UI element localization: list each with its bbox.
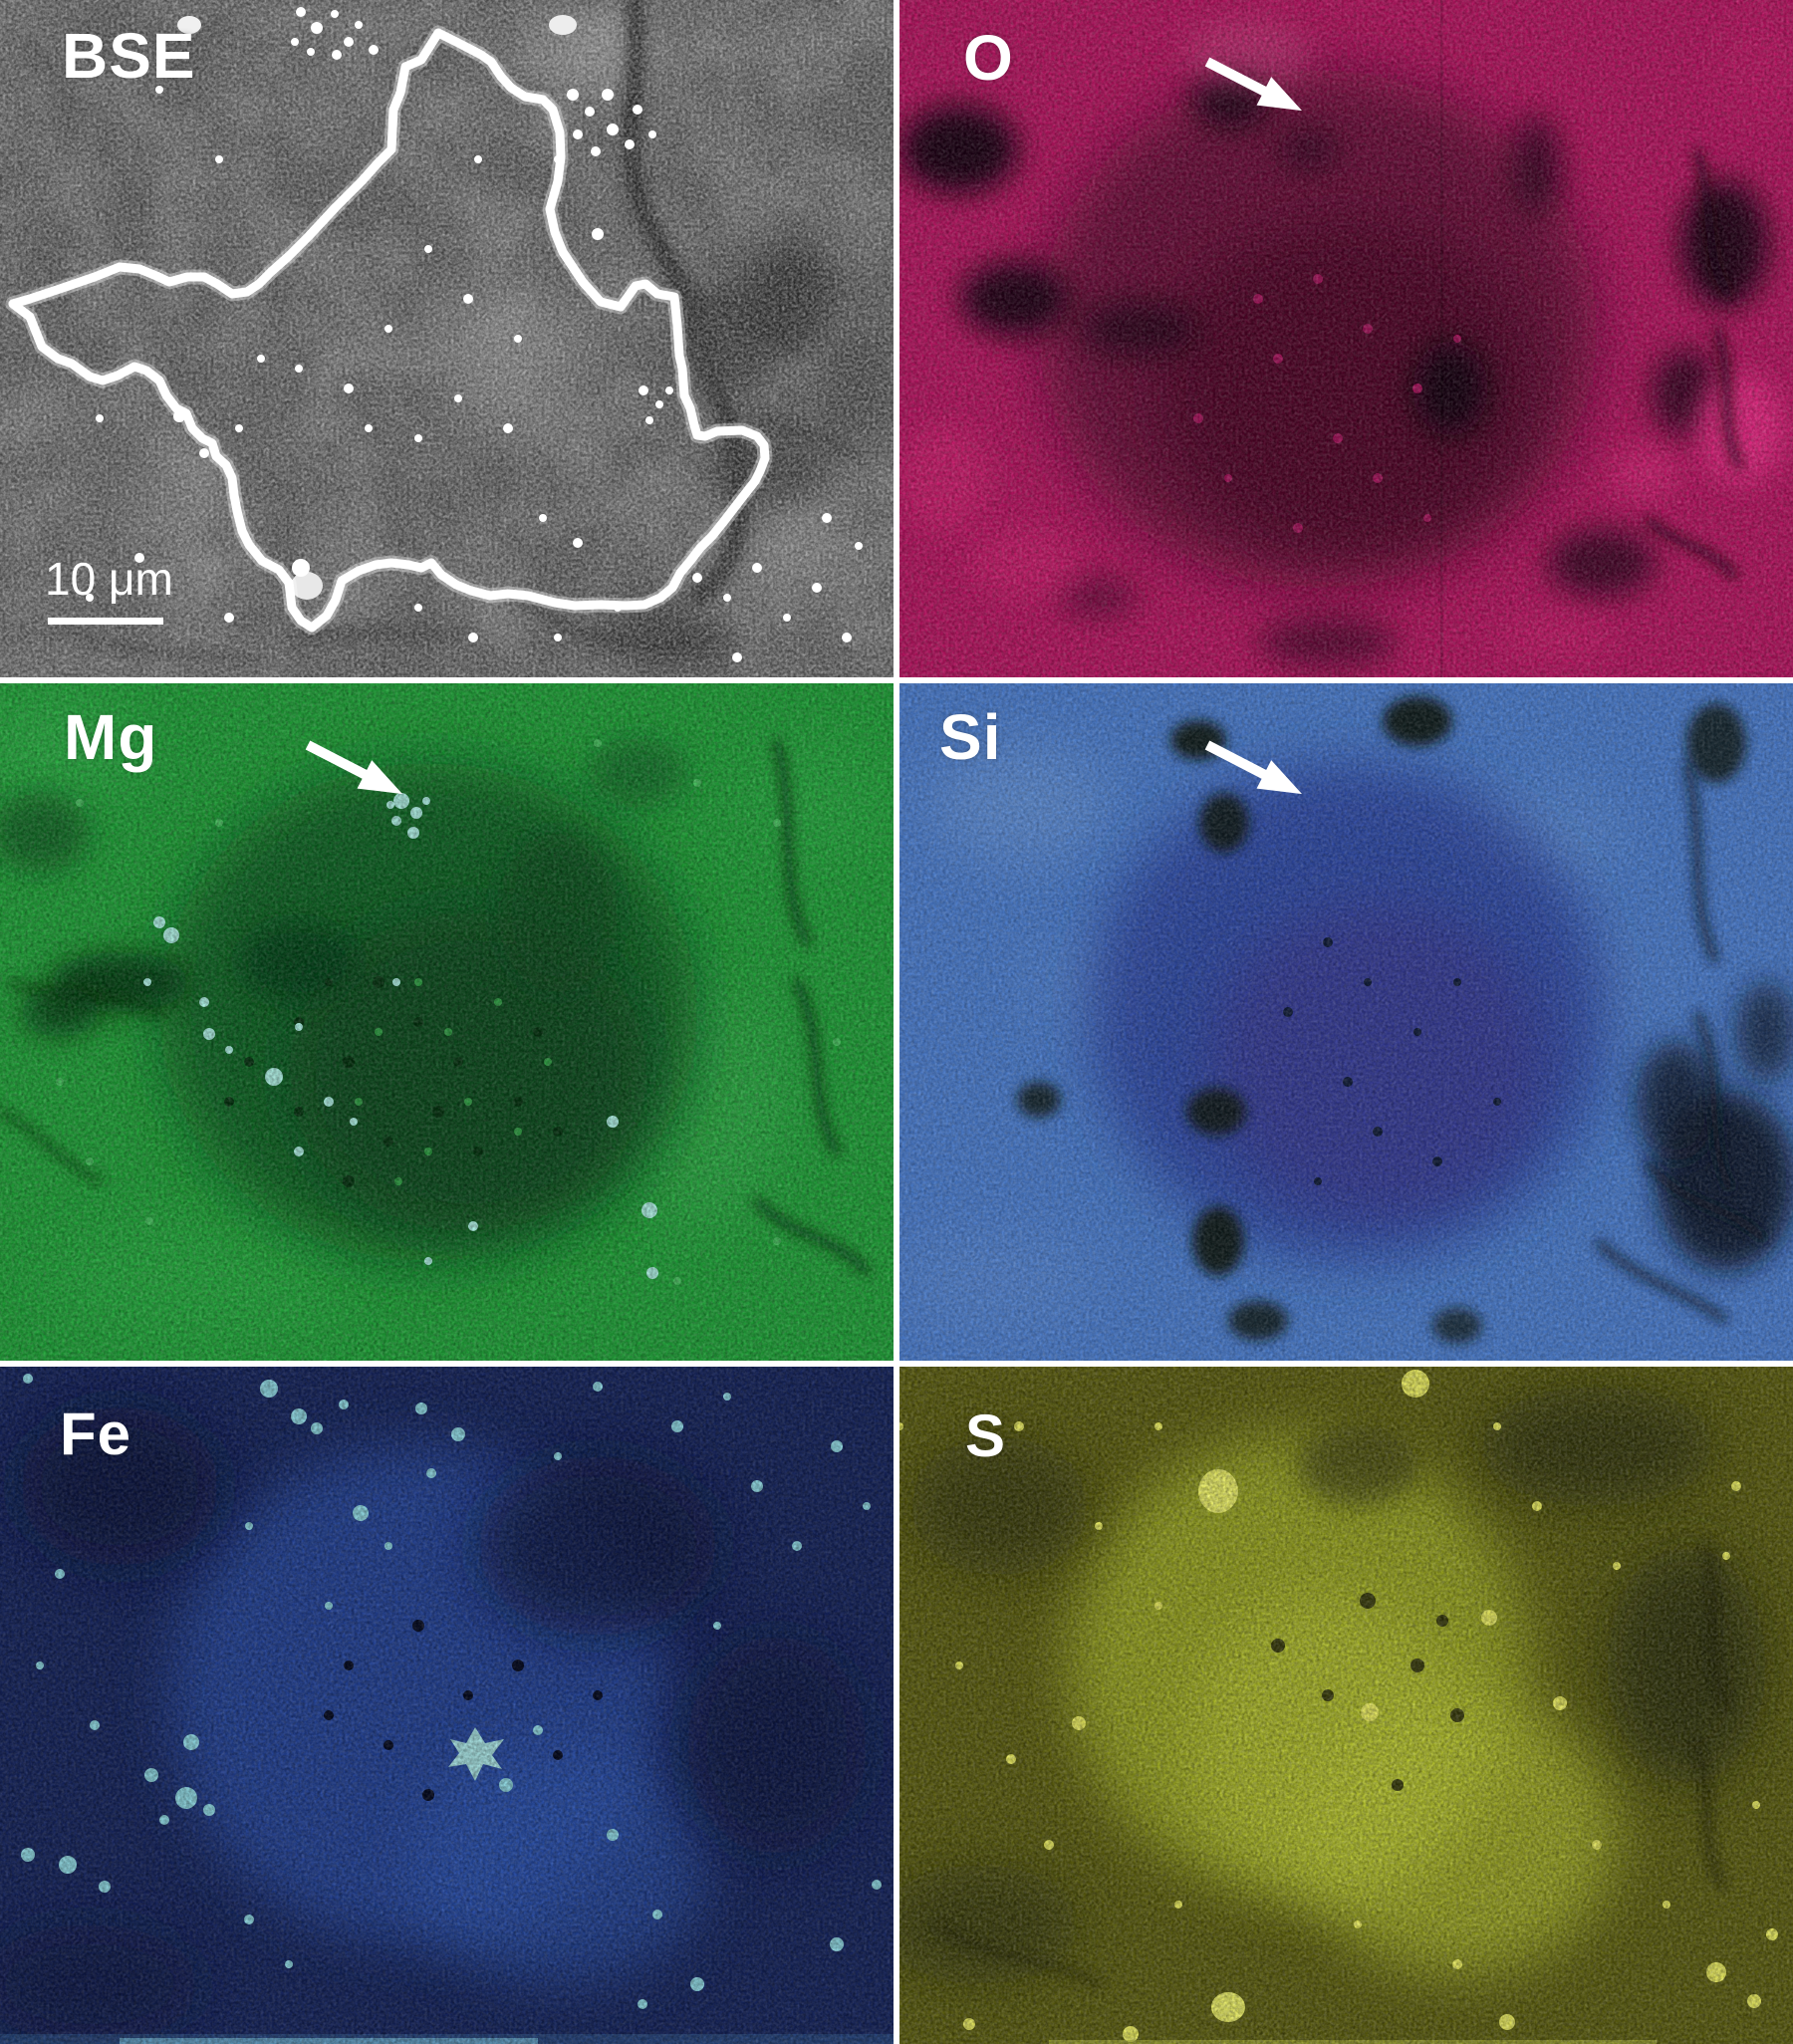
panel-bse: BSE 10 μm <box>0 0 894 677</box>
fe-grain-light <box>0 1367 894 2044</box>
scale-bar-label: 10 μm <box>45 553 173 605</box>
annotation-arrow <box>1204 740 1303 795</box>
panel-label-sulfur: S <box>965 1403 1007 1469</box>
mg-grain-light <box>0 683 894 1361</box>
panel-label-iron: Fe <box>60 1401 132 1467</box>
panel-sulfur: S <box>899 1367 1793 2044</box>
magnesium-map-image <box>0 683 894 1361</box>
silicon-map-image <box>899 683 1793 1361</box>
panel-magnesium: Mg <box>0 683 894 1361</box>
bse-bright-particles <box>86 7 863 662</box>
panel-label-magnesium: Mg <box>64 701 158 773</box>
si-grain-light <box>899 683 1793 1361</box>
panel-label-silicon: Si <box>939 701 1002 773</box>
s-grain-light <box>899 1367 1793 2044</box>
iron-map-image <box>0 1367 894 2044</box>
scale-bar-line <box>48 618 163 625</box>
panel-label-oxygen: O <box>963 22 1014 94</box>
panel-oxygen: O <box>899 0 1793 677</box>
particle-outline <box>5 25 773 636</box>
panel-iron: Fe <box>0 1367 894 2044</box>
annotation-arrow <box>1204 57 1303 112</box>
bse-micrograph <box>0 0 894 677</box>
bse-grain-light <box>0 0 894 677</box>
panel-label-bse: BSE <box>62 20 196 92</box>
oxygen-map-image <box>899 0 1793 677</box>
panel-silicon: Si <box>899 683 1793 1361</box>
annotation-arrow <box>305 740 403 795</box>
o-grain-light <box>899 0 1793 677</box>
sulfur-map-image <box>899 1367 1793 2044</box>
